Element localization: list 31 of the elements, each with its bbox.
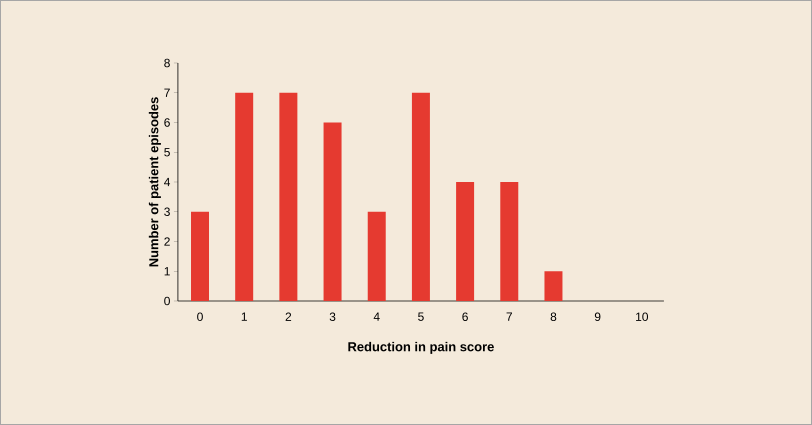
x-tick-label: 4	[374, 312, 380, 321]
x-axis-title: Reduction in pain score	[348, 342, 494, 354]
bar	[324, 122, 342, 301]
x-tick-label: 6	[462, 312, 468, 321]
bar	[191, 212, 210, 301]
y-tick-label: 5	[164, 148, 170, 156]
bar	[456, 182, 474, 301]
bar	[368, 212, 386, 301]
y-tick-label: 0	[164, 296, 170, 306]
x-tick-label: 8	[550, 312, 556, 321]
bar	[544, 271, 562, 301]
x-tick-label: 9	[594, 312, 600, 321]
x-tick-label: 2	[286, 312, 292, 321]
bar	[279, 92, 298, 301]
y-tick-label: 1	[164, 267, 170, 276]
y-tick-label: 8	[164, 58, 170, 68]
y-tick-label: 2	[164, 237, 170, 246]
x-tick-label: 1	[242, 312, 247, 321]
x-tick-label: 0	[197, 312, 203, 321]
x-tick-label: 7	[506, 312, 512, 321]
y-tick-label: 7	[164, 88, 170, 97]
x-tick-label: 10	[636, 312, 648, 321]
y-tick-label: 3	[164, 208, 170, 216]
bar	[412, 92, 430, 301]
x-tick-label: 3	[330, 312, 336, 321]
bar	[500, 182, 518, 301]
y-tick-label: 4	[164, 178, 170, 186]
y-axis-title: Number of patient episodes	[148, 97, 161, 266]
x-tick-label: 5	[418, 312, 424, 321]
bar	[235, 92, 254, 301]
y-tick-label: 6	[164, 118, 170, 127]
